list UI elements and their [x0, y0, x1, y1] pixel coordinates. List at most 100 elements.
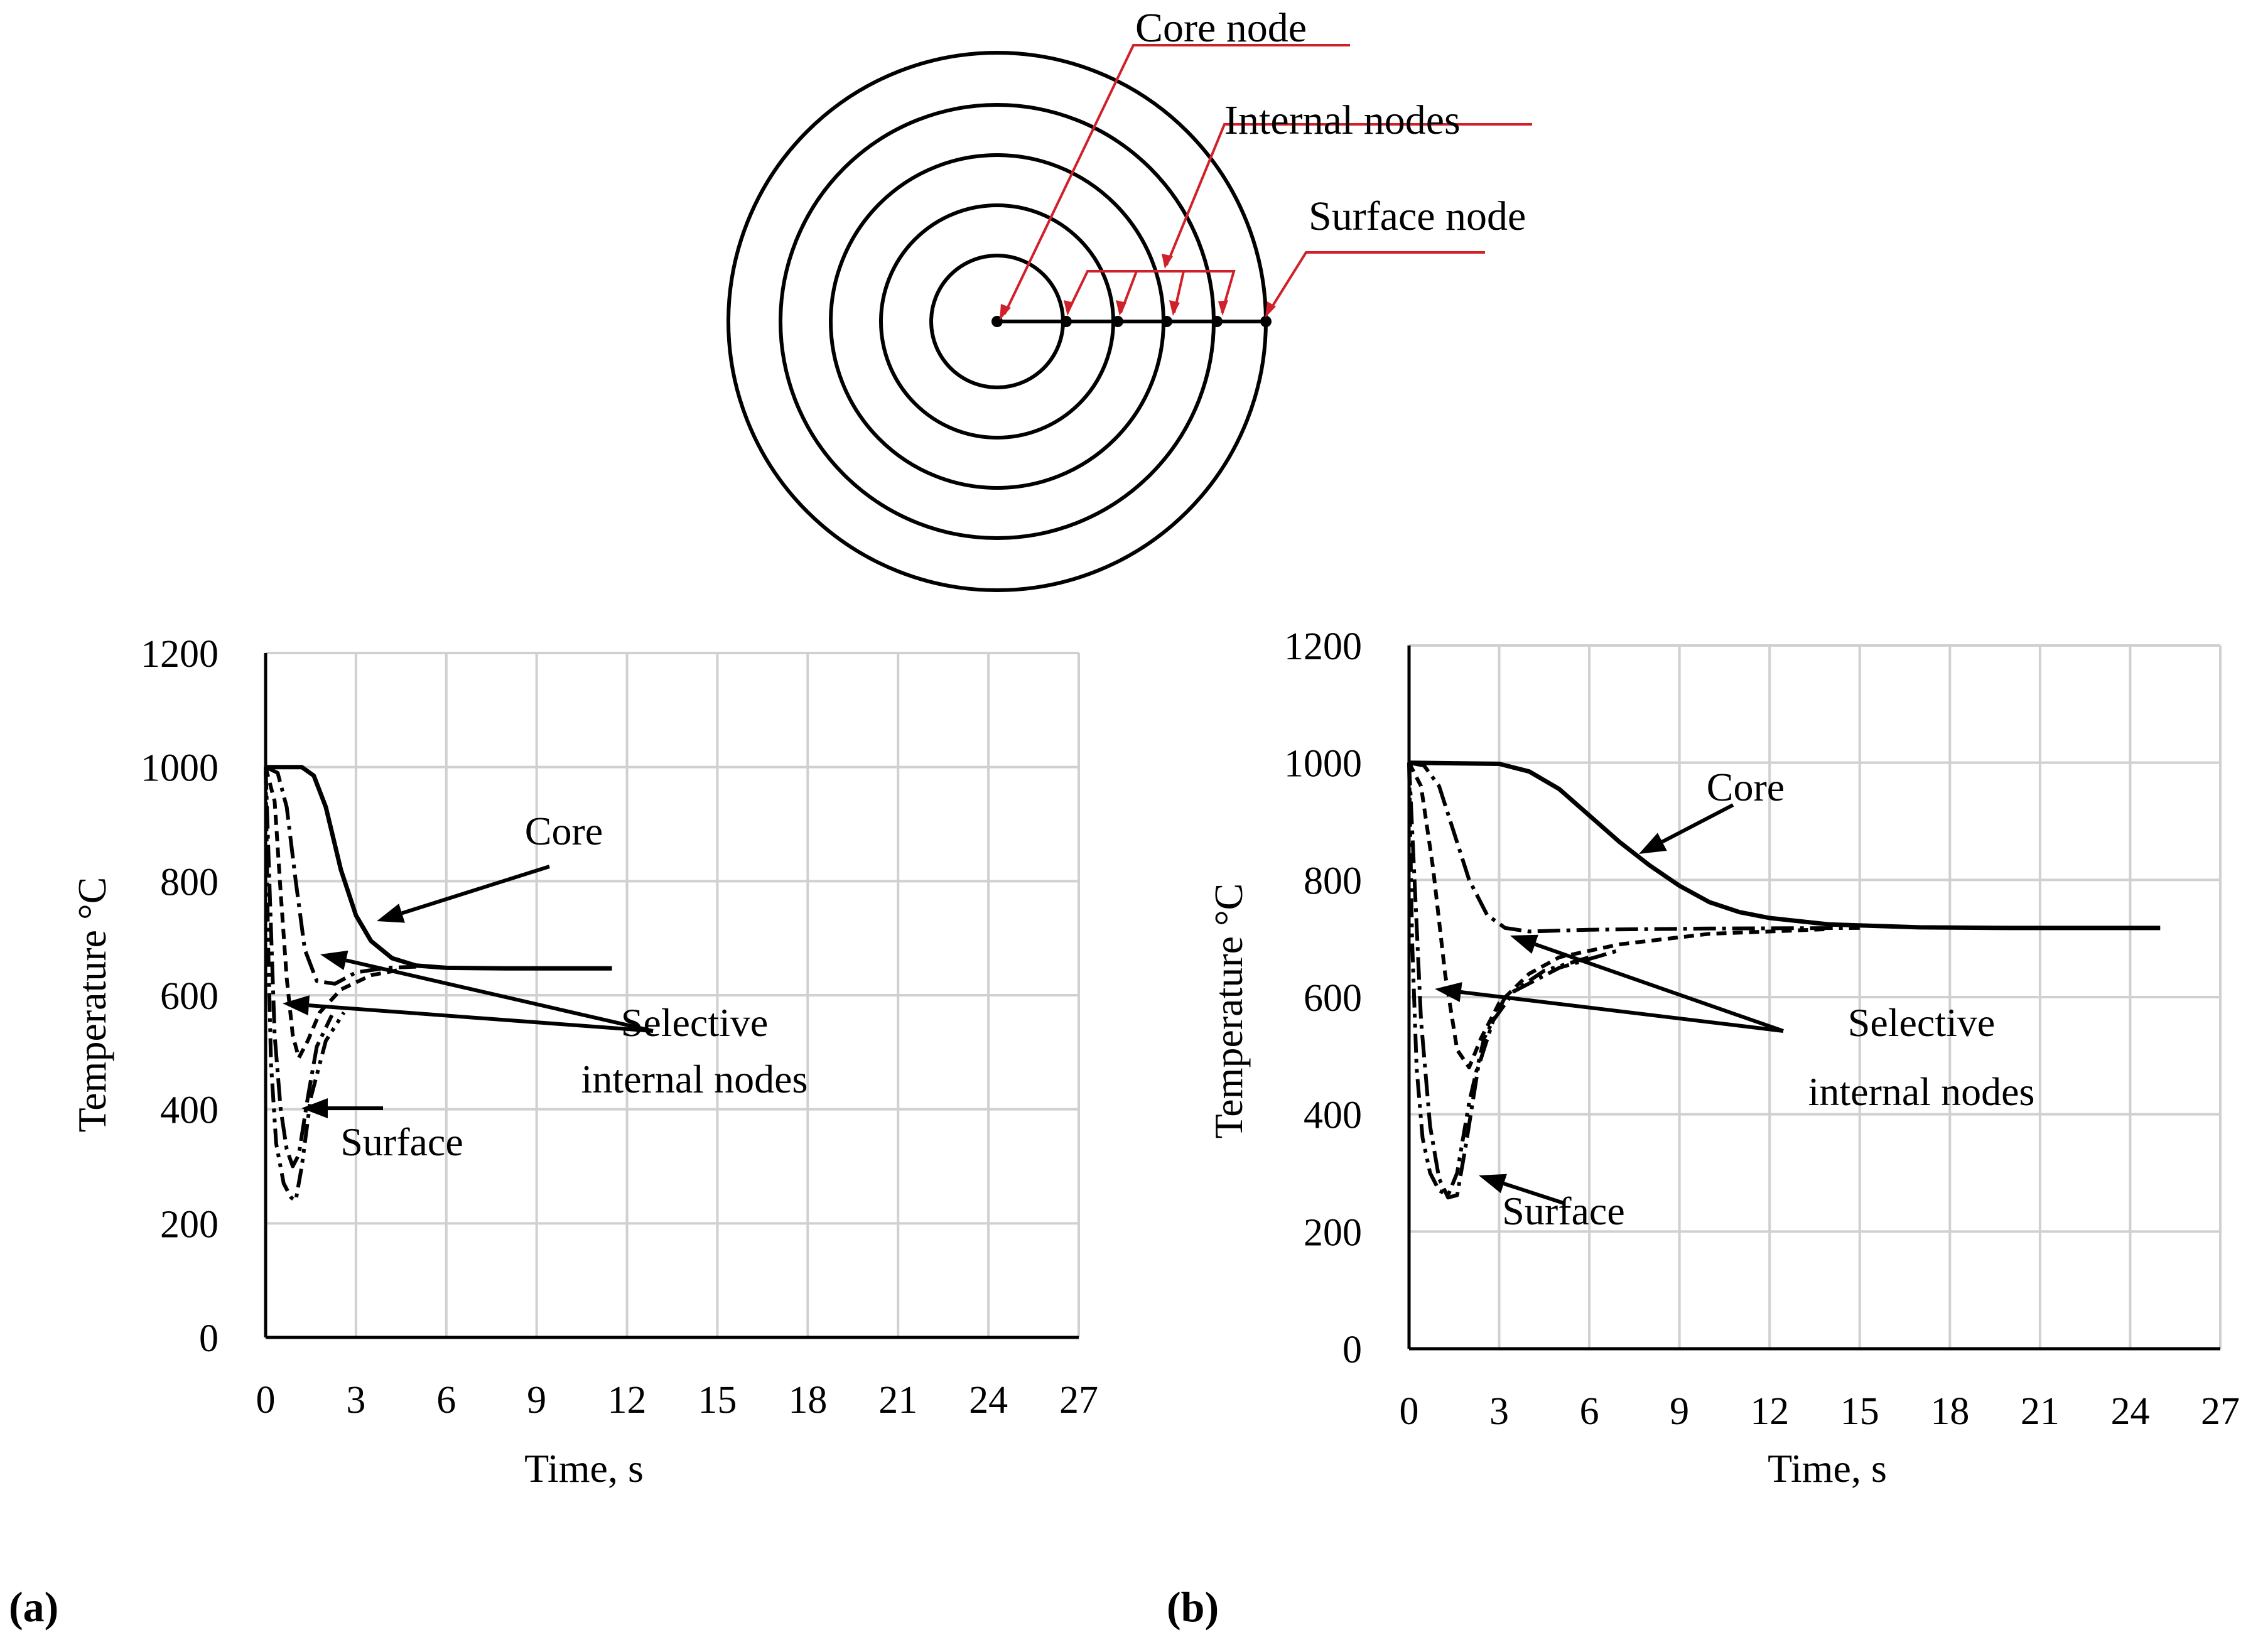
series-1-line — [266, 765, 612, 971]
x-tick-label-3: 3 — [346, 1379, 365, 1422]
x-tick-label-18: 18 — [1930, 1390, 1969, 1433]
core-node-label: Core node — [1135, 5, 1307, 51]
annotation-line: internal nodes — [581, 1057, 808, 1101]
x-tick-label-24: 24 — [2110, 1390, 2149, 1433]
x-tick-label-9: 9 — [1670, 1390, 1689, 1433]
series-2-line — [1408, 760, 1860, 934]
x-axis-label: Time, s — [1768, 1446, 1887, 1491]
surface-pointer — [1267, 251, 1485, 314]
x-tick-label-21: 21 — [878, 1379, 917, 1422]
internal-bracket-arrowhead — [1162, 254, 1173, 269]
tick-labels: 0 3 6 9 12 15 18 21 24 27 0 200 400 600 800 1000 1200 — [1284, 625, 2240, 1433]
annotation-surface: Surface — [1502, 1189, 1624, 1233]
x-tick-label-27: 27 — [1059, 1379, 1098, 1422]
series-4-line — [1407, 762, 1620, 1200]
internal-node-2 — [1112, 316, 1123, 327]
node-diagram: Core node Internal nodes Surface node — [726, 5, 1532, 592]
x-tick-label-9: 9 — [527, 1379, 546, 1422]
y-tick-label-600: 600 — [160, 975, 219, 1018]
x-tick-label-6: 6 — [1580, 1390, 1599, 1433]
y-tick-label-0: 0 — [199, 1317, 219, 1360]
annotation-arrow-1-shaft — [401, 865, 550, 915]
y-tick-label-1000: 1000 — [1284, 743, 1362, 786]
annotation-line: Core — [1707, 765, 1785, 809]
tick-labels: 0 3 6 9 12 15 18 21 24 27 0 200 400 600 800 1000 1200 — [141, 633, 1098, 1422]
series-4-line — [264, 767, 334, 1169]
y-tick-label-800: 800 — [1304, 860, 1362, 902]
y-tick-label-800: 800 — [160, 861, 219, 904]
y-tick-label-1000: 1000 — [141, 747, 219, 790]
y-axis-label: Temperature °C — [70, 877, 114, 1133]
annotation-arrow-3-head — [1435, 982, 1462, 1002]
x-tick-label-3: 3 — [1489, 1390, 1509, 1433]
x-tick-label-12: 12 — [608, 1379, 647, 1422]
annotation-core: Core — [525, 809, 603, 853]
node-points — [991, 316, 1272, 327]
annotation-line: Selective — [621, 1000, 769, 1045]
annotation-arrow-1-head — [377, 904, 405, 923]
annotation-selective-internal-nodes: Selective internal nodes — [1808, 1000, 2035, 1114]
y-axis-label: Temperature °C — [1206, 883, 1251, 1139]
panel-label-a: (a) — [9, 1583, 59, 1631]
y-tick-label-200: 200 — [160, 1203, 219, 1246]
annotation-arrow-4-head — [301, 1098, 328, 1118]
annotation-surface: Surface — [340, 1120, 463, 1164]
annotation-arrow-3-shaft — [1461, 990, 1784, 1033]
grid — [1409, 644, 2222, 1349]
x-tick-label-15: 15 — [1840, 1390, 1879, 1433]
x-tick-label-6: 6 — [436, 1379, 456, 1422]
annotation-arrow-1-head — [1639, 833, 1667, 854]
pointer-lines — [1003, 44, 1532, 315]
annotations: Core Selective internal nodes Surface — [1502, 765, 2034, 1233]
annotation-line: Selective — [1848, 1000, 1996, 1045]
annotation-arrow-4-head — [1479, 1174, 1507, 1194]
y-tick-label-1200: 1200 — [141, 633, 219, 676]
internal-arrowhead-1 — [1064, 300, 1074, 316]
y-tick-label-1200: 1200 — [1284, 625, 1362, 668]
panel-label-b: (b) — [1167, 1583, 1219, 1631]
axes — [1407, 645, 2220, 1351]
y-tick-label-200: 200 — [1304, 1211, 1362, 1254]
x-tick-label-0: 0 — [256, 1379, 276, 1422]
series-3-line — [1407, 762, 1830, 1069]
annotation-core: Core — [1707, 765, 1785, 809]
x-axis-label: Time, s — [524, 1446, 644, 1491]
internal-node-4 — [1211, 316, 1223, 327]
x-tick-label-18: 18 — [788, 1379, 827, 1422]
internal-arrowhead-3 — [1169, 300, 1180, 316]
series-5-line — [264, 767, 346, 1202]
x-tick-label-24: 24 — [969, 1379, 1008, 1422]
y-tick-label-600: 600 — [1304, 977, 1362, 1020]
y-tick-label-400: 400 — [160, 1089, 219, 1132]
y-tick-label-400: 400 — [1304, 1094, 1362, 1137]
x-tick-label-15: 15 — [698, 1379, 737, 1422]
annotation-selective-internal-nodes: Selective internal nodes — [581, 1000, 808, 1101]
annotation-arrows — [1435, 803, 1784, 1205]
chart-a: 0 3 6 9 12 15 18 21 24 27 0 200 400 600 800 1000 1200 Co… — [70, 633, 1098, 1491]
annotation-arrows — [283, 865, 654, 1118]
annotation-line: Core — [525, 809, 603, 853]
annotations: Core Selective internal nodes Surface — [340, 809, 807, 1164]
internal-node-1 — [1061, 316, 1072, 327]
annotation-arrow-3-shaft — [308, 1003, 654, 1033]
surface-node — [1260, 316, 1272, 327]
series-group — [264, 765, 612, 1202]
chart-b: 0 3 6 9 12 15 18 21 24 27 0 200 400 600 800 1000 1200 Co… — [1206, 625, 2240, 1491]
series-group — [1407, 760, 2161, 1200]
internal-arrowhead-2 — [1116, 300, 1126, 316]
annotation-arrow-2-head — [320, 950, 348, 971]
annotation-arrow-2-shaft — [345, 958, 654, 1033]
internal-nodes-label: Internal nodes — [1224, 97, 1461, 143]
pointer-arrowheads — [1000, 254, 1276, 320]
annotation-arrow-2-head — [1510, 934, 1538, 954]
core-arrowhead — [1000, 304, 1011, 320]
x-tick-label-21: 21 — [2021, 1390, 2060, 1433]
internal-pointer — [1165, 123, 1532, 266]
x-tick-label-27: 27 — [2201, 1390, 2240, 1433]
internal-node-3 — [1161, 316, 1172, 327]
internal-bracket — [1066, 270, 1236, 313]
surface-node-label: Surface node — [1309, 193, 1526, 239]
grid — [266, 652, 1080, 1337]
x-tick-label-12: 12 — [1750, 1390, 1789, 1433]
annotation-arrow-1-shaft — [1661, 803, 1734, 844]
